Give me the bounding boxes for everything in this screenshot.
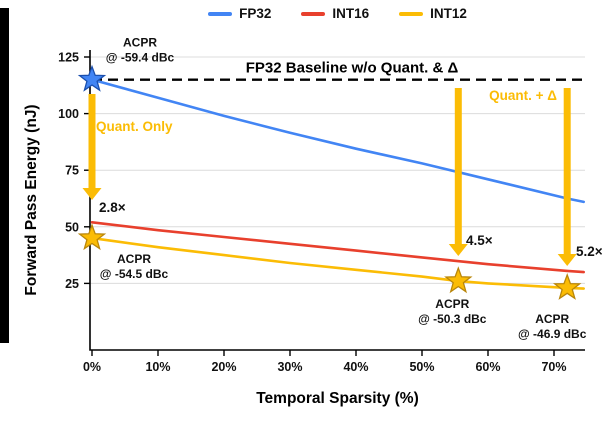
acpr-label: @ -46.9 dBc <box>518 327 587 341</box>
int16-line-swatch <box>301 11 326 16</box>
series-line-int16 <box>90 221 586 274</box>
y-tick-label: 100 <box>58 107 79 121</box>
legend-label-int16: INT16 <box>332 6 370 21</box>
series-line-fp32 <box>90 78 586 204</box>
acpr-star-marker <box>77 223 107 251</box>
x-tick-label: 10% <box>145 360 170 374</box>
acpr-label: ACPR <box>117 252 151 266</box>
legend-label-int12: INT12 <box>430 6 467 21</box>
fp32-line-swatch <box>208 11 233 16</box>
y-tick-label: 50 <box>65 220 79 234</box>
x-tick-label: 20% <box>211 360 236 374</box>
acpr-label: ACPR <box>535 312 569 326</box>
acpr-label: @ -54.5 dBc <box>100 267 169 281</box>
acpr-label: @ -59.4 dBc <box>106 51 175 65</box>
x-tick-label: 70% <box>541 360 566 374</box>
legend-item-int12: INT12 <box>399 6 467 21</box>
speedup-factor-label: 2.8× <box>99 200 126 215</box>
legend: FP32 INT16 INT12 <box>90 6 585 21</box>
x-tick-label: 60% <box>475 360 500 374</box>
x-tick-label: 0% <box>83 360 101 374</box>
y-axis-title: Forward Pass Energy (nJ) <box>23 104 40 296</box>
y-tick-label: 25 <box>65 277 79 291</box>
quant-delta-label: Quant. + Δ <box>489 88 557 103</box>
x-tick-label: 40% <box>343 360 368 374</box>
speedup-factor-label: 5.2× <box>576 244 603 259</box>
y-tick-label: 125 <box>58 51 79 65</box>
reduction-arrow-head <box>82 188 102 200</box>
quant-only-label: Quant. Only <box>96 119 173 134</box>
legend-item-int16: INT16 <box>301 6 369 21</box>
legend-label-fp32: FP32 <box>239 6 272 21</box>
int12-line-swatch <box>399 11 424 16</box>
reduction-arrow-head <box>448 244 468 256</box>
reduction-arrow-head <box>557 254 577 266</box>
speedup-factor-label: 4.5× <box>466 233 493 248</box>
x-tick-label: 30% <box>277 360 302 374</box>
y-tick-label: 75 <box>65 164 79 178</box>
acpr-label: ACPR <box>123 36 157 50</box>
acpr-star-marker <box>552 273 582 300</box>
acpr-star-marker <box>77 64 107 92</box>
series-line-int12 <box>90 236 586 290</box>
x-axis-title: Temporal Sparsity (%) <box>256 390 419 407</box>
x-tick-label: 50% <box>409 360 434 374</box>
baseline-label: FP32 Baseline w/o Quant. & Δ <box>246 60 459 77</box>
legend-item-fp32: FP32 <box>208 6 271 21</box>
window-edge-bar <box>0 8 9 343</box>
acpr-star-marker <box>444 266 473 294</box>
acpr-label: ACPR <box>435 297 469 311</box>
acpr-label: @ -50.3 dBc <box>418 312 487 326</box>
